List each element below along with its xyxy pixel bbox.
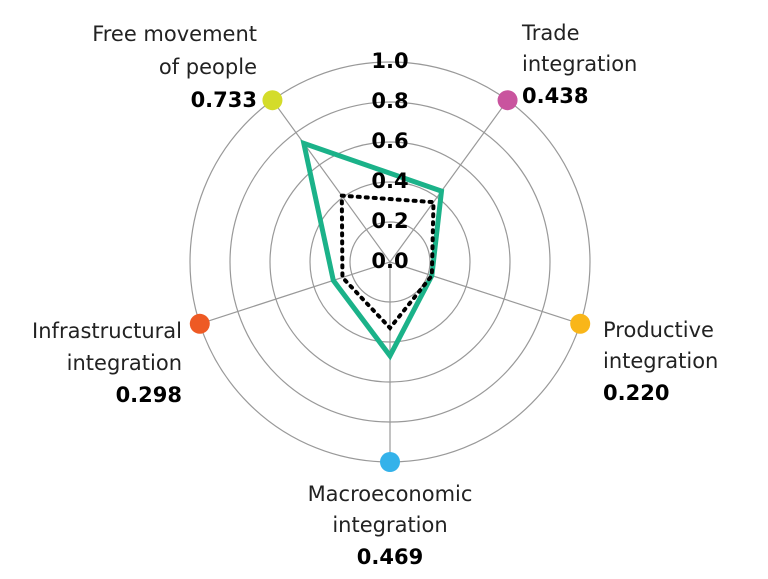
category-label: of people	[159, 55, 257, 79]
category-label: Productive	[603, 318, 714, 342]
category-label: integration	[603, 349, 718, 373]
category-label: Free movement	[92, 22, 257, 46]
value-label: 0.438	[522, 84, 588, 108]
r-tick-label: 0.4	[371, 169, 408, 193]
value-label: 0.733	[191, 88, 257, 112]
spoke	[389, 261, 581, 325]
category-label: integration	[522, 52, 637, 76]
spoke	[389, 99, 509, 263]
value-label: 0.220	[603, 381, 669, 405]
r-tick-label: 1.0	[371, 49, 408, 73]
category-label: Infrastructural	[32, 319, 182, 343]
category-label: integration	[332, 513, 447, 537]
category-label: Trade	[521, 21, 580, 45]
r-tick-label: 0.2	[371, 209, 408, 233]
spoke	[199, 261, 391, 325]
series-line	[300, 139, 445, 361]
category-dot	[262, 90, 283, 111]
value-label: 0.469	[357, 545, 423, 569]
category-dot	[380, 452, 400, 472]
r-tick-label: 0.0	[371, 249, 408, 273]
category-dot	[189, 313, 210, 334]
r-tick-label: 0.6	[371, 129, 408, 153]
spoke	[271, 99, 391, 263]
value-label: 0.298	[116, 383, 182, 407]
series-line	[339, 193, 436, 332]
category-label: integration	[67, 351, 182, 375]
category-dot	[570, 313, 591, 334]
r-tick-label: 0.8	[371, 89, 408, 113]
category-dot	[497, 90, 518, 111]
category-label: Macroeconomic	[308, 482, 473, 506]
